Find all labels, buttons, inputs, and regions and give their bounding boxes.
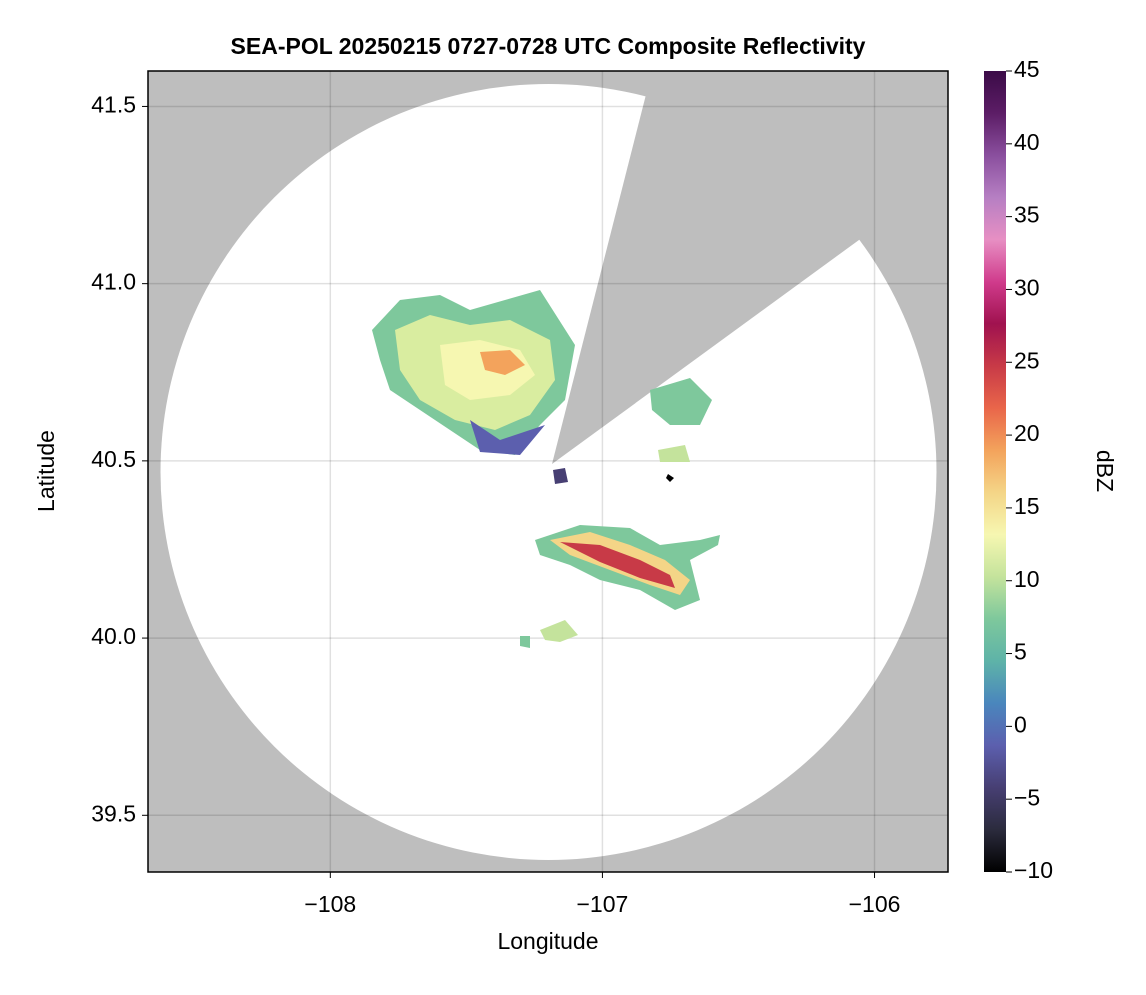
echo xyxy=(658,445,690,462)
colorbar-tick-label: 45 xyxy=(1014,56,1040,82)
x-tick-label: −107 xyxy=(577,891,629,917)
colorbar-tick-label: 35 xyxy=(1014,202,1040,228)
echoes xyxy=(372,290,720,648)
echo xyxy=(480,350,525,375)
colorbar-tick-label: 25 xyxy=(1014,347,1040,373)
colorbar-tick-label: 0 xyxy=(1014,711,1027,737)
y-tick-label: 41.0 xyxy=(91,269,136,295)
plot-area xyxy=(148,71,948,872)
x-tick-label: −106 xyxy=(849,891,901,917)
y-tick-label: 41.5 xyxy=(91,92,136,118)
y-tick-label: 40.0 xyxy=(91,623,136,649)
colorbar-tick-label: 5 xyxy=(1014,639,1027,665)
colorbar-label: dBZ xyxy=(1092,450,1118,492)
echo xyxy=(553,468,568,484)
echo xyxy=(560,542,675,588)
colorbar-tick-label: −10 xyxy=(1014,857,1053,883)
plot-frame xyxy=(147,70,949,873)
colorbar-tick-label: 40 xyxy=(1014,129,1040,155)
colorbar-tick-label: 30 xyxy=(1014,275,1040,301)
colorbar-tick-label: 15 xyxy=(1014,493,1040,519)
blocked-sector xyxy=(552,71,948,464)
colorbar-tick-label: 20 xyxy=(1014,420,1040,446)
colorbar xyxy=(984,71,1006,872)
echo xyxy=(650,378,712,425)
y-axis-label: Latitude xyxy=(33,430,59,512)
y-tick-label: 39.5 xyxy=(91,800,136,826)
radar-site xyxy=(666,474,674,482)
echo xyxy=(470,420,545,455)
x-axis-label: Longitude xyxy=(497,928,598,954)
colorbar-tick-label: 10 xyxy=(1014,566,1040,592)
x-tick-label: −108 xyxy=(304,891,356,917)
echo xyxy=(520,636,530,648)
colorbar-tick-label: −5 xyxy=(1014,784,1040,810)
chart-title: SEA-POL 20250215 0727-0728 UTC Composite… xyxy=(231,33,866,59)
echo xyxy=(540,620,578,642)
y-tick-label: 40.5 xyxy=(91,446,136,472)
